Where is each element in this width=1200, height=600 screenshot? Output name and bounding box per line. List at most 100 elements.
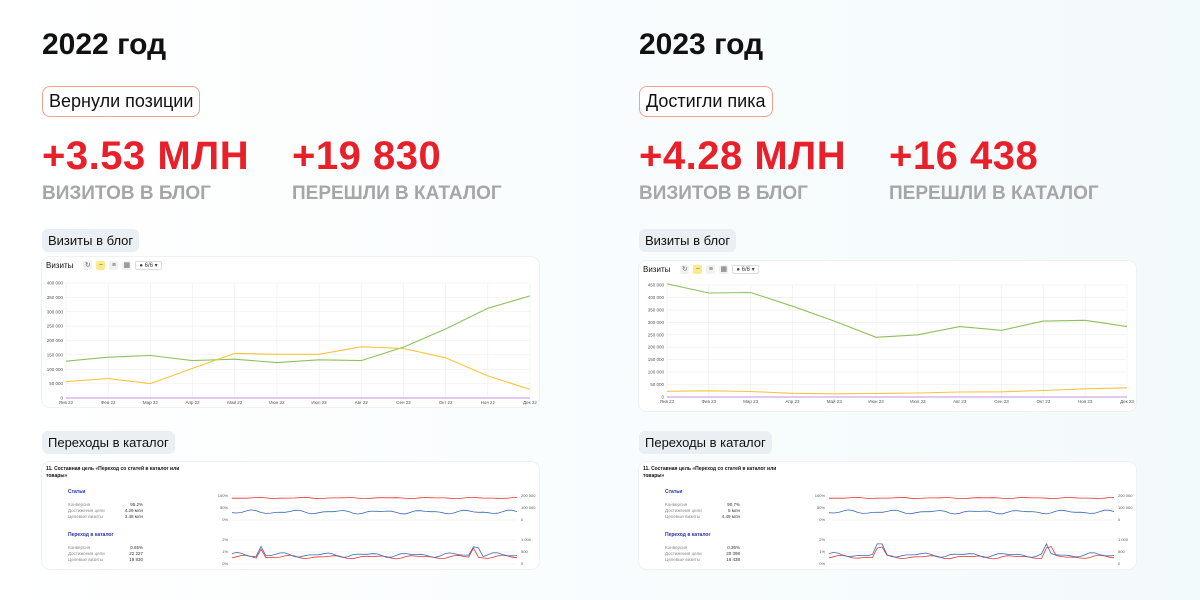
x-tick-label: Июн 22 (269, 400, 285, 405)
x-tick-label: Мар 23 (743, 399, 759, 404)
y-tick-label: 100% (815, 493, 826, 498)
line-chart-icon[interactable]: ~ (693, 265, 703, 274)
y-tick-label: 1 000 (521, 537, 532, 542)
metric-value: +4.28 МЛН (639, 134, 847, 178)
list-item: Конверсия 0.36% (665, 545, 740, 550)
y-tick-label: 0 (521, 517, 524, 522)
y-tick-label: 100 000 (1118, 505, 1133, 510)
x-tick-label: Сен 23 (994, 399, 1009, 404)
x-tick-label: Окт 23 (1036, 399, 1050, 404)
list-item: Достижения цели 5 млн (665, 508, 740, 513)
x-tick-label: Апр 23 (785, 399, 800, 404)
y-tick-label: 100% (218, 493, 229, 498)
section-catalog-title: Переходы в каталог (639, 431, 772, 454)
x-tick-label: Окт 22 (439, 400, 453, 405)
catalog-panel: 100% 50% 0% 2% 1% 0% 200 000 100 000 0 1 000 500 0 … (42, 462, 539, 569)
x-tick-label: Янв 23 (660, 399, 675, 404)
section-catalog-title: Переходы в каталог (42, 431, 175, 454)
section-visits-title: Визиты в блог (639, 229, 737, 252)
series-line-blue (828, 542, 1115, 558)
y-tick-label: 200 000 (47, 338, 64, 343)
table-icon[interactable]: ▦ (719, 265, 729, 274)
x-tick-label: Фев 23 (702, 399, 717, 404)
series-line-red (232, 496, 518, 500)
series-line-blue (231, 509, 518, 515)
list-icon[interactable]: ≡ (109, 261, 119, 270)
series-select[interactable]: ● 6/6 ▾ (732, 265, 759, 274)
x-tick-label: Дек 22 (523, 400, 537, 405)
y-tick-label: 0% (819, 561, 825, 566)
block-articles-title: Статьи (68, 489, 86, 495)
block-articles-title: Статьи (665, 489, 683, 495)
y-tick-label: 300 000 (648, 320, 665, 325)
list-item: Конверсия 95.2% (68, 502, 143, 507)
series-select[interactable]: ● 6/6 ▾ (135, 261, 162, 270)
chart-toolbar: Визиты ↻ ~ ≡ ▦ ● 6/6 ▾ (643, 265, 759, 274)
y-tick-label: 0% (222, 561, 228, 566)
catalog-mini-charts: 100% 50% 0% 2% 1% 0% 200 000 100 000 0 1 000 500 0 (815, 493, 1133, 566)
metric-label: ВИЗИТОВ В БЛОГ (639, 183, 808, 204)
y-tick-label: 50% (817, 505, 825, 510)
x-tick-label: Ноя 22 (481, 400, 496, 405)
list-item: Целевые визиты 3.48 млн (68, 514, 143, 519)
list-icon[interactable]: ≡ (706, 265, 716, 274)
y-tick-label: 200 000 (521, 493, 536, 498)
line-chart-icon[interactable]: ~ (96, 261, 106, 270)
refresh-icon[interactable]: ↻ (83, 261, 93, 270)
y-tick-label: 150 000 (47, 352, 64, 357)
y-tick-label: 400 000 (648, 295, 665, 300)
x-tick-label: Июл 23 (910, 399, 926, 404)
metric-label: ВИЗИТОВ В БЛОГ (42, 183, 211, 204)
y-tick-label: 0 (60, 396, 63, 401)
y-tick-label: 300 000 (47, 309, 64, 314)
metric-visits: +3.53 МЛН ВИЗИТОВ В БЛОГ (42, 134, 249, 205)
chart-toolbar-title: Визиты (46, 261, 74, 270)
list-item: Достижения цели 20 398 (665, 551, 740, 556)
y-tick-label: 100 000 (648, 370, 665, 375)
metric-catalog: +19 830 ПЕРЕШЛИ В КАТАЛОГ (292, 134, 502, 205)
y-tick-label: 50 000 (49, 381, 63, 386)
metric-label: ПЕРЕШЛИ В КАТАЛОГ (889, 183, 1099, 204)
series-line-blue (828, 509, 1115, 515)
y-tick-label: 0% (819, 517, 825, 522)
refresh-icon[interactable]: ↻ (680, 265, 690, 274)
section-visits-title: Визиты в блог (42, 229, 140, 252)
year-title: 2023 год (639, 28, 764, 61)
list-item: Целевые визиты 4.49 млн (665, 514, 740, 519)
x-tick-label: Май 23 (827, 398, 843, 404)
visits-chart-panel: 0 50 000 100 000 150 000 200 000 250 000 300 0… (639, 261, 1136, 411)
series-line-yellow (666, 387, 1128, 395)
metric-visits: +4.28 МЛН ВИЗИТОВ В БЛОГ (639, 134, 846, 205)
series-line-red (829, 496, 1115, 500)
y-tick-label: 100 000 (47, 367, 64, 372)
x-tick-label: Июл 22 (311, 400, 327, 405)
column-2022: 2022 год Вернули позиции +3.53 МЛН ВИЗИТ… (42, 0, 562, 600)
y-tick-label: 350 000 (47, 295, 64, 300)
list-item: Конверсия 0.65% (68, 545, 143, 550)
x-tick-label: Ноя 23 (1078, 399, 1093, 404)
list-item: Достижения цели 4.29 млн (68, 508, 143, 513)
y-tick-label: 0 (521, 561, 524, 566)
goal-title: 11. Составная цель «Переход со статей в … (643, 466, 777, 479)
y-tick-label: 150 000 (648, 357, 665, 362)
list-item: Достижения цели 22 227 (68, 551, 143, 556)
series-line-green (666, 283, 1128, 338)
block-catalog-title: Переход в каталог (665, 532, 711, 538)
y-tick-label: 200 000 (648, 345, 665, 350)
catalog-panel: 100% 50% 0% 2% 1% 0% 200 000 100 000 0 1 000 500 0 … (639, 462, 1136, 569)
y-tick-label: 250 000 (648, 332, 665, 337)
list-item: Целевые визиты 19 830 (68, 557, 143, 562)
y-tick-label: 350 000 (648, 307, 665, 312)
column-2023: 2023 год Достигли пика +4.28 МЛН ВИЗИТОВ… (639, 0, 1159, 600)
y-tick-label: 500 (1118, 549, 1125, 554)
y-tick-label: 250 000 (47, 324, 64, 329)
metric-value: +16 438 (889, 134, 1039, 178)
visits-chart: 0 50 000 100 000 150 000 200 000 250 000 300 0… (648, 283, 1135, 405)
table-icon[interactable]: ▦ (122, 261, 132, 270)
x-tick-label: Янв 22 (59, 400, 74, 405)
x-tick-label: Авг 23 (953, 399, 967, 404)
visits-chart-panel: 0 50 000 100 000 150 000 200 000 250 000 300 0… (42, 257, 539, 407)
metric-value: +19 830 (292, 134, 442, 178)
catalog-mini-charts: 100% 50% 0% 2% 1% 0% 200 000 100 000 0 1 000 500 0 (218, 493, 536, 566)
chart-toolbar: Визиты ↻ ~ ≡ ▦ ● 6/6 ▾ (46, 261, 162, 270)
